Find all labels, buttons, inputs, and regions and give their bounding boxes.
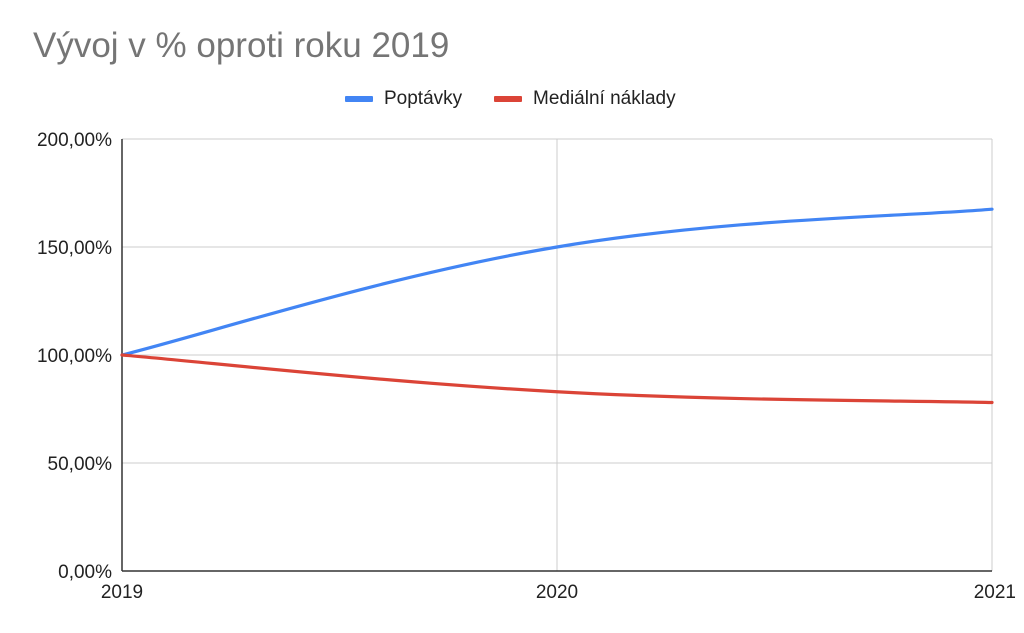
- gridlines: [122, 138, 993, 571]
- y-tick-label: 0,00%: [58, 562, 112, 583]
- y-tick-label: 200,00%: [37, 130, 112, 151]
- tick-labels: 0,00% 50,00% 100,00% 150,00% 200,00% 2019 2020…: [37, 130, 1016, 603]
- y-tick-label: 50,00%: [48, 454, 113, 475]
- legend-item-medialni-naklady: Mediální náklady: [494, 86, 676, 112]
- chart-title: Vývoj v % oproti roku 2019: [33, 26, 450, 65]
- y-tick-label: 100,00%: [37, 346, 112, 367]
- legend-swatch-medialni-naklady: [494, 96, 522, 102]
- legend-label-poptavky: Poptávky: [384, 88, 463, 109]
- x-tick-label: 2021: [974, 582, 1016, 603]
- series-line-medialni-naklady: [120, 353, 994, 405]
- legend-swatch-poptavky: [345, 96, 373, 102]
- x-tick-label: 2020: [536, 582, 578, 603]
- x-tick-label: 2019: [101, 582, 143, 603]
- y-tick-label: 150,00%: [37, 238, 112, 259]
- legend: Poptávky Mediální náklady: [0, 86, 1024, 112]
- legend-label-medialni-naklady: Mediální náklady: [533, 88, 676, 109]
- series-line-poptavky: [120, 207, 994, 357]
- legend-item-poptavky: Poptávky: [345, 86, 462, 112]
- series-lines: [120, 207, 994, 405]
